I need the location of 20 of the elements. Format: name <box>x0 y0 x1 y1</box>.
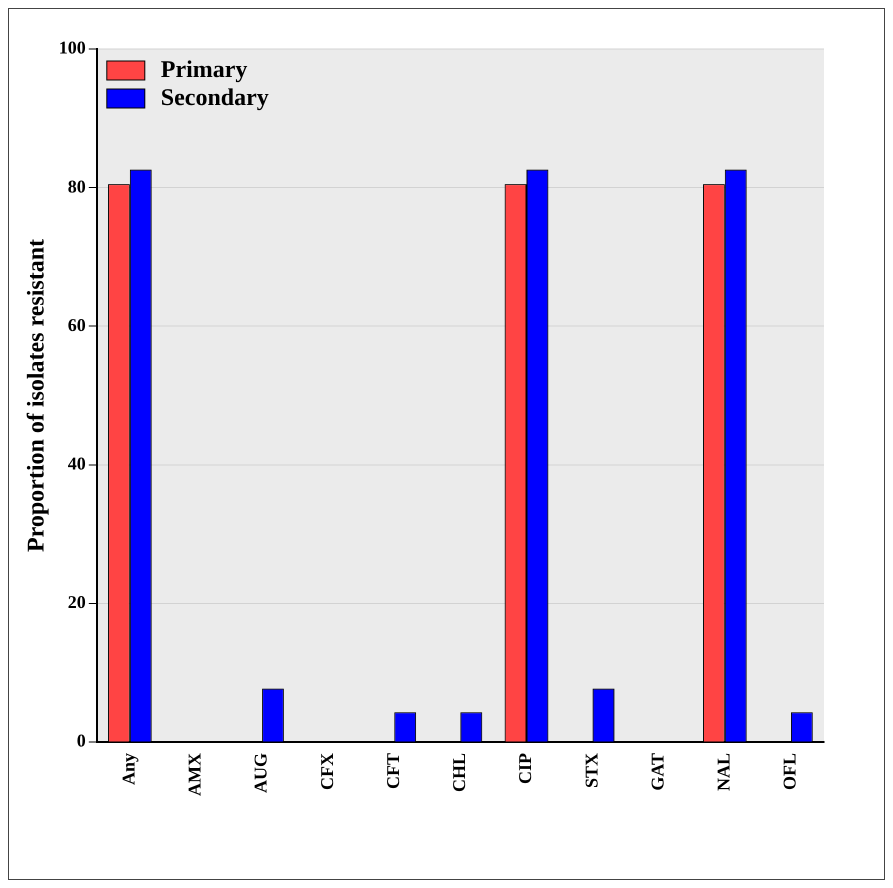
x-tick-label: OFL <box>780 753 800 790</box>
x-tick-label: AMX <box>184 753 205 796</box>
x-tick-label: AUG <box>250 753 271 794</box>
y-tick-label: 60 <box>68 314 86 335</box>
x-tick-label: GAT <box>647 753 668 791</box>
x-tick-label: CFX <box>316 753 337 790</box>
x-tick-label: STX <box>581 753 602 788</box>
y-tick-label: 100 <box>58 38 86 58</box>
y-tick-label: 20 <box>68 592 86 612</box>
x-tick-label: CHL <box>449 753 470 792</box>
legend-label: Secondary <box>160 85 269 112</box>
y-tick-label: 0 <box>76 730 86 751</box>
x-tick-label: NAL <box>713 753 734 792</box>
x-tick-label: CIP <box>515 753 536 784</box>
legend-label: Primary <box>160 57 248 84</box>
x-tick-label: CFT <box>382 753 403 790</box>
x-tick-label: Any <box>118 753 139 786</box>
y-tick-label: 80 <box>68 176 86 196</box>
y-axis-title: Proportion of isolates resistant <box>24 238 50 552</box>
y-tick-label: 40 <box>68 453 86 474</box>
